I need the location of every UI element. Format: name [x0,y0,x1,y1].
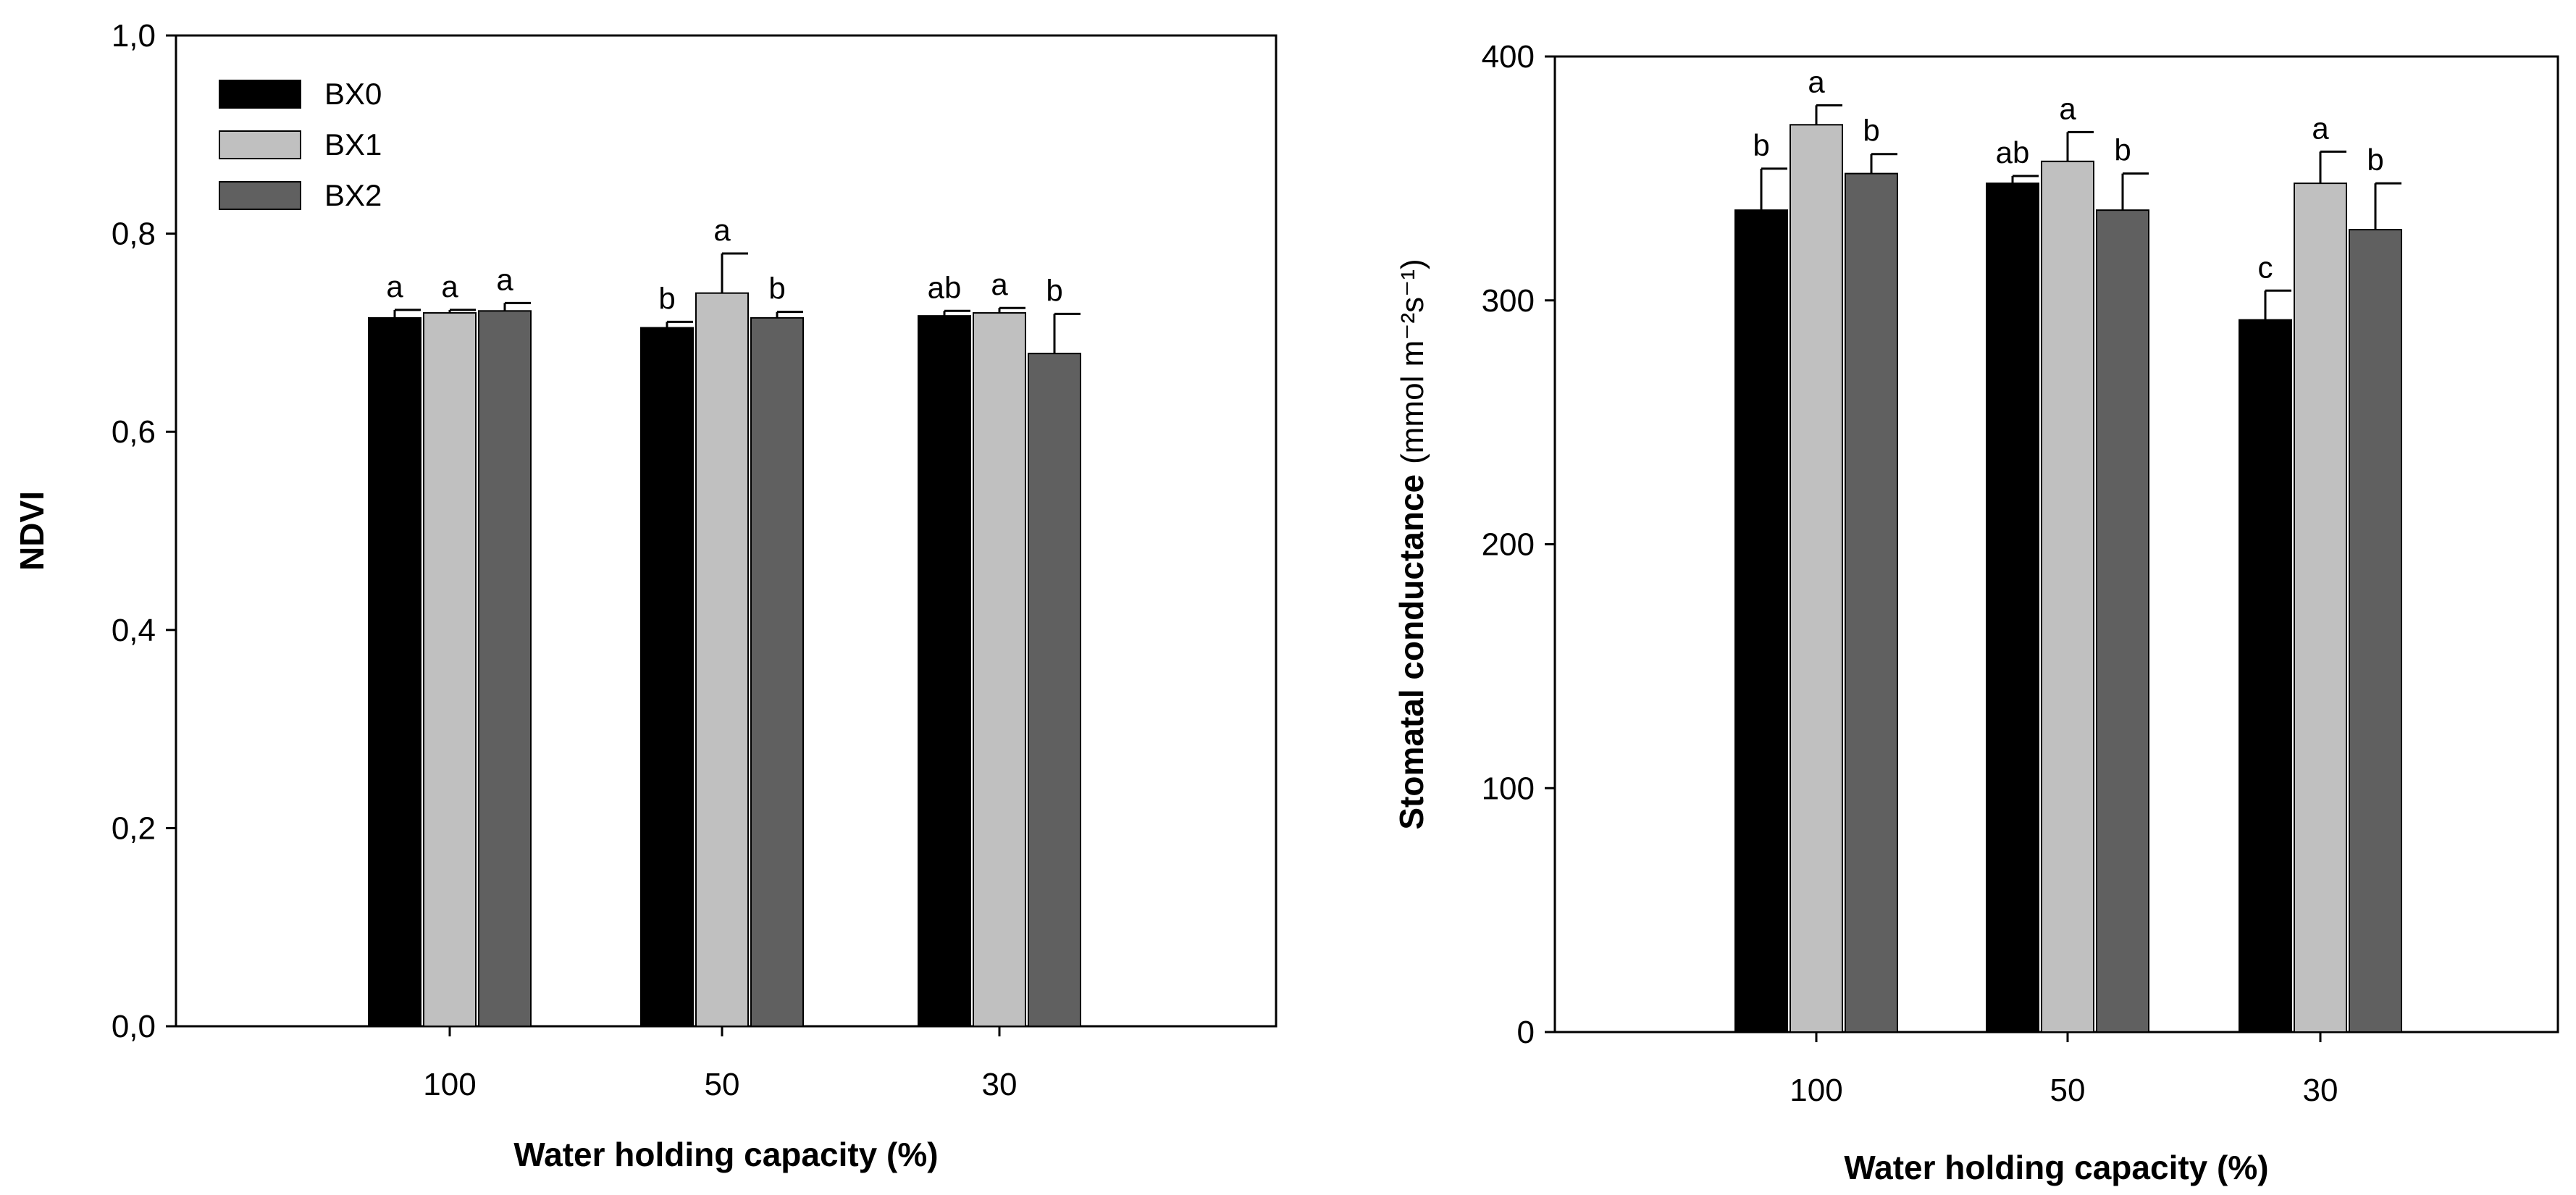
bar-bx1 [423,312,477,1028]
significance-letter: b [1753,128,1769,162]
significance-letter: b [2367,143,2383,177]
y-tick-label: 100 [1482,771,1535,806]
x-tick-label: 100 [423,1067,476,1102]
bar-bx1 [2041,160,2094,1033]
x-tick-label: 30 [982,1067,1018,1102]
bar-bx2 [1845,172,1898,1033]
significance-letter: ab [928,270,962,304]
significance-letter: a [1808,64,1825,98]
legend-swatch-bx1 [219,130,301,159]
bar-bx0 [918,315,971,1028]
significance-letter: a [991,267,1008,301]
bar-bx0 [368,316,421,1027]
y-tick-label: 300 [1482,283,1535,319]
bar-bx2 [2349,229,2402,1033]
significance-letter: b [2114,133,2131,167]
legend-swatch-bx0 [219,80,301,109]
x-tick-label: 50 [2050,1073,2086,1108]
legend-label-bx0: BX0 [324,77,382,111]
significance-letter: a [713,213,731,247]
bar-bx2 [1028,353,1081,1027]
y-axis-title: Stomatal conductance (mmol m⁻²s⁻¹) [1393,259,1430,829]
y-tick-label: 0,2 [112,810,156,846]
legend-label-bx2: BX2 [324,178,382,212]
legend-swatch-bx2 [219,181,301,210]
significance-letter: b [658,281,675,315]
y-tick-label: 200 [1482,527,1535,563]
significance-letter: ab [1996,135,2030,169]
significance-letter: c [2258,250,2273,284]
x-tick-label: 100 [1790,1073,1842,1108]
bar-bx1 [695,292,749,1027]
bar-bx2 [2096,209,2149,1033]
significance-letter: b [1863,114,1879,148]
bar-bx0 [640,327,694,1027]
y-tick-label: 0,0 [112,1009,156,1044]
bar-bx0 [1986,183,2039,1033]
significance-letter: a [386,269,403,303]
y-axis-title-main: NDVI [13,491,51,571]
y-tick-label: 0,4 [112,613,156,648]
x-axis-title: Water holding capacity (%) [1844,1149,2268,1186]
y-tick-label: 0 [1517,1015,1535,1050]
bar-bx1 [1790,124,1843,1033]
y-axis-title-main: Stomatal conductance [1393,474,1430,830]
legend-label-bx1: BX1 [324,127,382,162]
significance-letter: b [768,272,785,306]
x-tick-label: 50 [705,1067,740,1102]
bar-bx1 [2294,183,2347,1033]
significance-letter: a [2312,111,2329,145]
y-axis-title-unit: (mmol m⁻²s⁻¹) [1395,259,1430,464]
x-tick-label: 30 [2303,1073,2338,1108]
x-axis-title: Water holding capacity (%) [513,1136,938,1173]
y-axis-title: NDVI [13,491,51,571]
significance-letter: b [1046,273,1062,307]
y-tick-label: 0,6 [112,414,156,450]
y-tick-label: 400 [1482,39,1535,75]
bar-bx2 [478,310,532,1027]
significance-letter: a [2059,91,2076,125]
significance-letter: a [441,269,458,303]
bar-bx0 [2239,319,2292,1033]
y-tick-label: 1,0 [112,18,156,54]
bar-bx2 [750,316,804,1027]
significance-letter: a [496,262,513,296]
bar-bx1 [973,312,1026,1028]
bar-bx0 [1734,209,1788,1033]
y-tick-label: 0,8 [112,217,156,252]
